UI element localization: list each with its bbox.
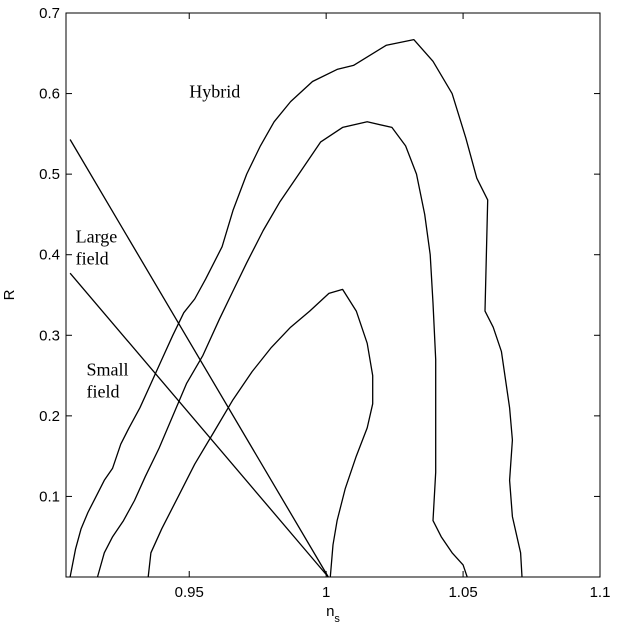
x-tick-label: 1.05 bbox=[448, 584, 477, 601]
y-axis-label: R bbox=[1, 289, 18, 300]
region-label-line: Hybrid bbox=[189, 82, 240, 102]
region-label-line: field bbox=[76, 249, 109, 269]
region-label: Hybrid bbox=[189, 82, 240, 102]
x-axis-label-subscript: s bbox=[334, 613, 340, 624]
ticks-group: 0.95 1 1.05 1.1 0.1 0.2 0.3 0.4 0.5 0.6 0.7 bbox=[39, 5, 610, 601]
series-line-4 bbox=[69, 139, 329, 578]
x-tick-label: 1 bbox=[322, 584, 330, 601]
x-axis-label-base: n bbox=[326, 603, 334, 620]
series-line-3 bbox=[147, 288, 374, 578]
y-tick-label: 0.4 bbox=[39, 247, 60, 264]
y-tick-label: 0.6 bbox=[39, 86, 60, 103]
series-line-1 bbox=[69, 38, 523, 578]
x-tick-label: 0.95 bbox=[175, 584, 204, 601]
y-tick-label: 0.3 bbox=[39, 327, 60, 344]
plot-frame bbox=[65, 12, 601, 578]
y-tick-label: 0.7 bbox=[39, 5, 60, 22]
x-tick-label: 1.1 bbox=[590, 584, 611, 601]
region-label: Large field bbox=[76, 227, 118, 269]
x-axis-label: ns bbox=[326, 603, 340, 624]
y-tick-label: 0.1 bbox=[39, 488, 60, 505]
y-tick-label: 0.2 bbox=[39, 408, 60, 425]
region-label-line: Small bbox=[87, 360, 129, 380]
region-label: Small field bbox=[87, 360, 129, 402]
series-line-2 bbox=[96, 121, 468, 578]
series-line-5 bbox=[69, 272, 329, 578]
region-label-line: Large bbox=[76, 227, 118, 247]
y-tick-label: 0.5 bbox=[39, 166, 60, 183]
curves-group bbox=[69, 38, 523, 578]
region-label-line: field bbox=[87, 382, 120, 402]
